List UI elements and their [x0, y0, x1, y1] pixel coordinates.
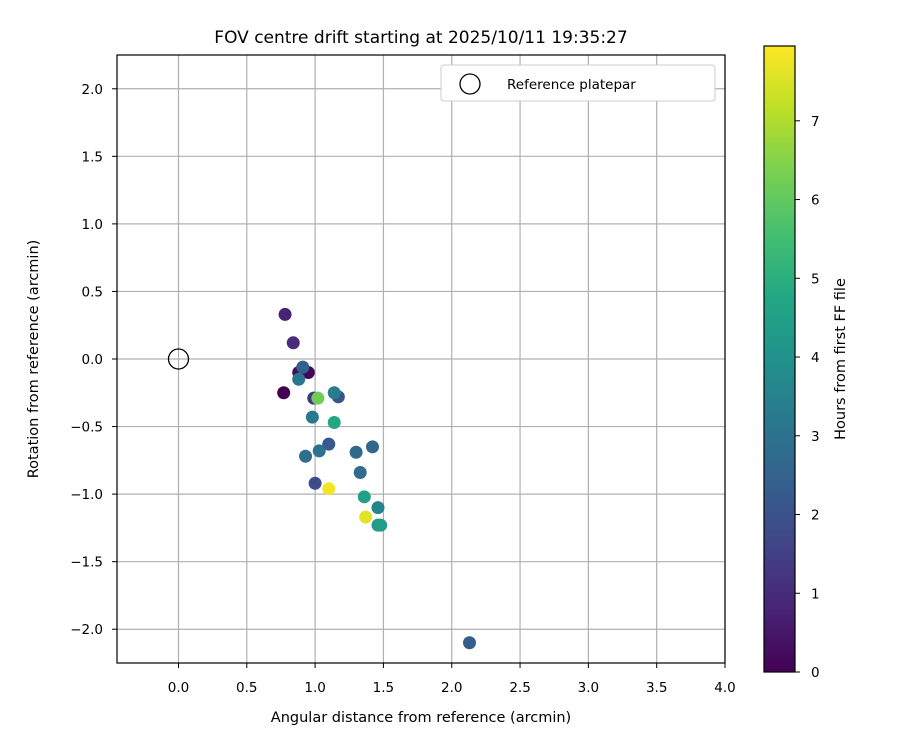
y-tick-label: 2.0	[82, 82, 103, 98]
data-point	[311, 391, 325, 405]
y-tick-label: −1.5	[70, 555, 103, 571]
data-point	[296, 360, 310, 374]
legend-box	[440, 64, 716, 102]
data-point	[299, 449, 313, 463]
colorbar-tick-label: 6	[811, 193, 820, 209]
data-point	[353, 465, 367, 479]
grid-lines	[117, 55, 726, 663]
data-point	[357, 490, 371, 504]
data-points	[277, 307, 477, 650]
y-tick-label: 0.5	[82, 284, 103, 300]
y-tick-label: −2.0	[70, 622, 103, 638]
x-tick-label: 3.0	[578, 680, 599, 696]
data-point	[327, 386, 341, 400]
reference-point	[167, 348, 190, 370]
data-point	[322, 482, 336, 496]
y-tick-label: −0.5	[70, 420, 103, 436]
y-tick-label: 0.0	[82, 352, 103, 368]
colorbar-gradient	[763, 45, 796, 673]
colorbar: 0 1 2 3 4 5 6 7 Hours from first FF file	[763, 45, 849, 681]
data-point	[305, 410, 319, 424]
data-point	[349, 445, 363, 459]
y-tick-label: 1.5	[82, 149, 103, 165]
data-point	[286, 336, 300, 350]
x-tick-label: 3.5	[646, 680, 667, 696]
colorbar-tick-label: 4	[811, 350, 820, 366]
data-point	[322, 437, 336, 451]
colorbar-tick-label: 1	[811, 586, 820, 602]
data-point	[278, 307, 292, 321]
y-axis-ticks: 2.0 1.5 1.0 0.5 0.0 −0.5 −1.0 −1.5 −2.0	[70, 82, 117, 638]
data-point	[463, 636, 477, 650]
y-tick-label: −1.0	[70, 487, 103, 503]
x-tick-label: 1.5	[373, 680, 394, 696]
legend: Reference platepar	[440, 64, 716, 102]
data-point	[308, 476, 322, 490]
legend-marker	[459, 73, 481, 95]
colorbar-tick-label: 5	[811, 271, 820, 287]
colorbar-tick-label: 3	[811, 429, 820, 445]
reference-marker	[167, 348, 190, 370]
data-point	[277, 386, 291, 400]
y-axis-label: Rotation from reference (arcmin)	[26, 240, 42, 479]
x-axis-ticks: 0.0 0.5 1.0 1.5 2.0 2.5 3.0 3.5 4.0	[168, 663, 736, 696]
x-axis-label: Angular distance from reference (arcmin)	[271, 710, 571, 726]
x-tick-label: 4.0	[714, 680, 735, 696]
data-point	[292, 372, 306, 386]
data-point	[374, 518, 388, 532]
data-point	[371, 501, 385, 515]
data-point	[327, 416, 341, 430]
x-tick-label: 1.0	[304, 680, 325, 696]
data-point	[365, 440, 379, 454]
y-tick-label: 1.0	[82, 217, 103, 233]
x-tick-label: 2.5	[509, 680, 530, 696]
colorbar-tick-label: 7	[811, 114, 820, 130]
colorbar-label: Hours from first FF file	[833, 278, 849, 440]
colorbar-tick-label: 2	[811, 508, 820, 524]
x-tick-label: 0.0	[168, 680, 189, 696]
x-tick-label: 0.5	[236, 680, 257, 696]
data-point	[359, 510, 373, 524]
x-tick-label: 2.0	[441, 680, 462, 696]
colorbar-tick-label: 0	[811, 665, 820, 681]
colorbar-ticks: 0 1 2 3 4 5 6 7	[795, 114, 820, 681]
data-point	[312, 444, 326, 458]
chart-title: FOV centre drift starting at 2025/10/11 …	[214, 28, 627, 48]
legend-entry: Reference platepar	[507, 77, 636, 93]
